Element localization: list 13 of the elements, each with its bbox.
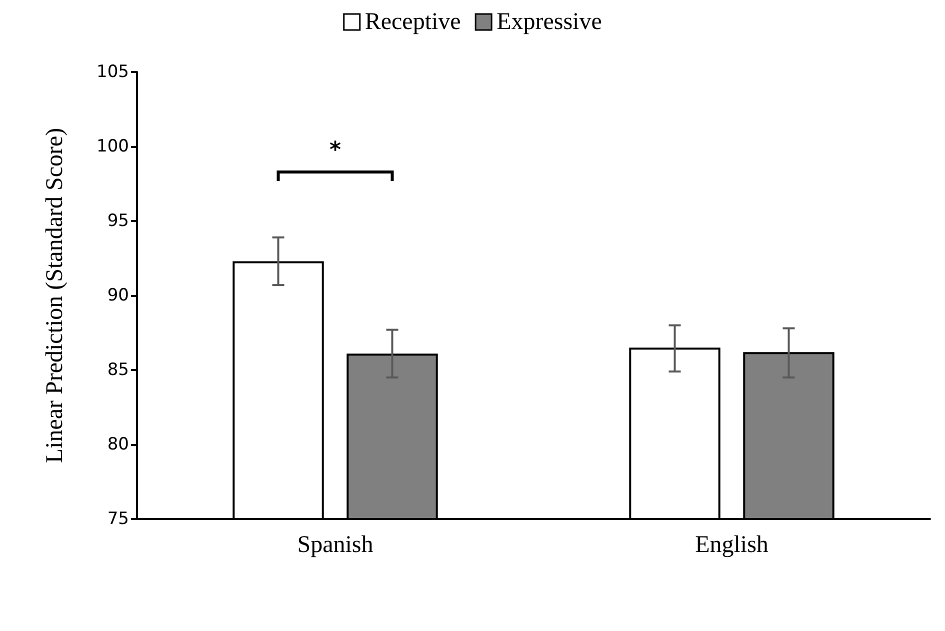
y-tick-label: 105 bbox=[96, 62, 129, 82]
y-tick-label: 95 bbox=[107, 211, 129, 231]
y-axis-title: Linear Prediction (Standard Score) bbox=[42, 128, 68, 464]
y-tick-label: 100 bbox=[96, 136, 129, 156]
y-tick-label: 85 bbox=[107, 360, 129, 380]
x-tick-label: English bbox=[695, 532, 768, 558]
y-tick-label: 75 bbox=[107, 509, 129, 529]
x-tick-label: Spanish bbox=[297, 532, 374, 558]
legend-label: Receptive bbox=[364, 9, 461, 35]
y-tick-label: 80 bbox=[107, 434, 129, 454]
y-tick-label: 90 bbox=[107, 286, 129, 306]
legend-label: Expressive bbox=[496, 9, 602, 35]
annotation: * bbox=[328, 138, 342, 163]
